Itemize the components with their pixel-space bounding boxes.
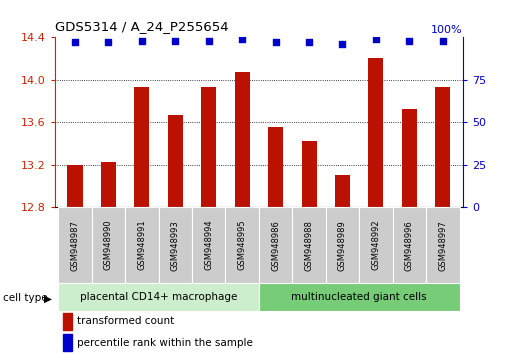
Text: placental CD14+ macrophage: placental CD14+ macrophage <box>80 292 237 302</box>
Point <box>204 38 213 44</box>
Bar <box>402 109 417 207</box>
Bar <box>335 175 350 207</box>
Bar <box>201 87 216 207</box>
Bar <box>63 334 72 351</box>
Text: GSM948992: GSM948992 <box>371 220 380 270</box>
Text: 100%: 100% <box>431 25 463 35</box>
Text: GSM948995: GSM948995 <box>237 220 247 270</box>
Bar <box>134 87 150 207</box>
Text: GSM948997: GSM948997 <box>438 220 447 270</box>
Bar <box>63 313 72 330</box>
Text: GSM948989: GSM948989 <box>338 220 347 270</box>
Text: cell type: cell type <box>3 293 47 303</box>
Bar <box>368 58 383 207</box>
Bar <box>326 207 359 283</box>
Text: transformed count: transformed count <box>77 316 175 326</box>
Point <box>338 41 347 47</box>
Point <box>71 39 79 45</box>
Point <box>104 39 112 45</box>
Text: percentile rank within the sample: percentile rank within the sample <box>77 338 253 348</box>
Bar <box>225 207 259 283</box>
Bar <box>67 165 83 207</box>
Point <box>138 38 146 44</box>
Text: GSM948991: GSM948991 <box>138 220 146 270</box>
Bar <box>268 127 283 207</box>
Point <box>171 38 179 44</box>
Bar <box>92 207 125 283</box>
Bar <box>393 207 426 283</box>
Text: GSM948994: GSM948994 <box>204 220 213 270</box>
Bar <box>58 207 92 283</box>
Bar <box>259 283 460 311</box>
Bar <box>292 207 326 283</box>
Text: GDS5314 / A_24_P255654: GDS5314 / A_24_P255654 <box>55 20 229 33</box>
Text: multinucleated giant cells: multinucleated giant cells <box>291 292 427 302</box>
Bar <box>426 207 460 283</box>
Point <box>372 36 380 42</box>
Point <box>405 38 414 44</box>
Bar <box>359 207 393 283</box>
Text: GSM948990: GSM948990 <box>104 220 113 270</box>
Bar <box>302 141 316 207</box>
Point <box>238 36 246 42</box>
Text: GSM948988: GSM948988 <box>304 220 314 270</box>
Bar <box>58 283 259 311</box>
Bar <box>158 207 192 283</box>
Bar <box>101 162 116 207</box>
Point <box>305 39 313 45</box>
Bar <box>192 207 225 283</box>
Text: GSM948987: GSM948987 <box>71 220 79 270</box>
Bar <box>125 207 158 283</box>
Text: ▶: ▶ <box>44 293 52 303</box>
Point <box>271 39 280 45</box>
Bar <box>168 115 183 207</box>
Text: GSM948993: GSM948993 <box>171 220 180 270</box>
Bar <box>435 87 450 207</box>
Text: GSM948996: GSM948996 <box>405 220 414 270</box>
Point <box>439 38 447 44</box>
Bar <box>235 72 249 207</box>
Bar <box>259 207 292 283</box>
Text: GSM948986: GSM948986 <box>271 220 280 270</box>
